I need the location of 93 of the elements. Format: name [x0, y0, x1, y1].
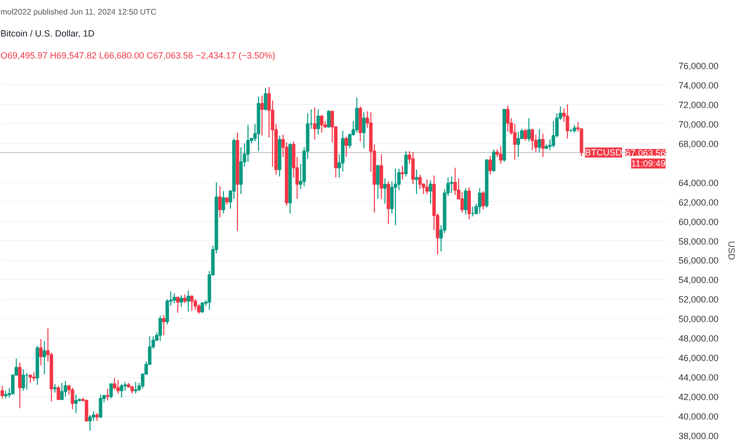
candlestick — [264, 87, 268, 111]
candlestick — [190, 294, 194, 312]
candlestick — [18, 362, 22, 409]
candlestick — [414, 169, 418, 195]
candlestick — [467, 186, 471, 220]
y-tick-label: 68,000.00 — [678, 138, 719, 149]
candlestick — [134, 381, 138, 394]
candlestick — [64, 380, 68, 398]
chart-subtitle: O69,495.97 H69,547.82 L66,680.00 C67,063.56 −2,434.17 (−3.50%) — [0, 50, 276, 60]
candlestick — [425, 178, 429, 195]
candlestick — [109, 383, 113, 399]
candlestick — [312, 106, 316, 140]
candlestick — [481, 190, 485, 210]
y-tick-label: 64,000.00 — [678, 178, 719, 188]
candlestick — [404, 150, 408, 177]
candlestick — [538, 128, 542, 153]
candlestick — [0, 385, 4, 399]
candlestick — [194, 298, 198, 310]
candlestick — [112, 378, 116, 390]
candlestick — [70, 387, 74, 410]
candlestick — [106, 388, 110, 401]
candlestick — [158, 315, 162, 342]
candlestick — [530, 128, 534, 151]
candlestick — [488, 156, 492, 176]
y-tick-label: 50,000.00 — [678, 314, 719, 324]
y-axis-title: USD — [726, 241, 737, 260]
candlestick — [506, 104, 510, 132]
y-tick-label: 58,000.00 — [678, 236, 719, 246]
candlestick — [478, 188, 482, 214]
candlestick — [355, 97, 359, 134]
candlestick — [380, 154, 384, 200]
text: mol2022 published Jun 11, 2024 12:50 UTC — [0, 8, 157, 16]
candlestick — [460, 192, 464, 214]
candlestick — [218, 186, 222, 218]
candlestick — [320, 114, 324, 134]
candlestick — [400, 165, 404, 180]
candlestick — [450, 176, 454, 194]
y-tick-label: 52,000.00 — [678, 294, 719, 305]
y-tick-label: 48,000.00 — [678, 334, 719, 344]
y-tick-label: 60,000.00 — [678, 216, 719, 227]
y-tick-label: 42,000.00 — [678, 392, 719, 402]
y-tick-label: 44,000.00 — [678, 372, 719, 383]
y-tick-label: 54,000.00 — [678, 275, 719, 286]
candlestick — [176, 296, 180, 314]
candlestick — [120, 383, 124, 398]
candlestick — [344, 136, 348, 158]
candlestick — [162, 314, 166, 336]
candlestick — [428, 180, 432, 204]
candlestick — [516, 131, 520, 158]
candlestick — [186, 290, 190, 312]
candlestick — [239, 146, 243, 195]
candlestick — [376, 164, 380, 200]
candlestick — [22, 368, 26, 392]
candlestick — [418, 174, 422, 190]
candlestick — [172, 292, 176, 304]
candlestick — [316, 108, 320, 136]
candlestick — [39, 338, 43, 366]
annotation: 11:09:49 — [631, 158, 666, 169]
candlestick — [524, 128, 528, 141]
candlestick — [492, 148, 496, 172]
y-tick-label: 62,000.00 — [678, 197, 719, 208]
candlestick — [88, 414, 92, 432]
candlestick — [453, 167, 457, 196]
y-tick-label: 46,000.00 — [678, 353, 719, 364]
candlestick — [527, 118, 531, 142]
candlestick — [260, 95, 264, 136]
candlestick — [180, 294, 184, 308]
candlestick — [383, 178, 387, 204]
candlestick — [222, 190, 226, 214]
candlestick — [541, 133, 545, 158]
candlestick — [56, 385, 60, 400]
y-tick-label: 72,000.00 — [678, 100, 719, 110]
candlestick — [394, 168, 398, 226]
candlestick — [116, 380, 120, 394]
y-tick-label: 70,000.00 — [678, 119, 719, 130]
candlestick — [327, 110, 330, 128]
y-tick-label: 74,000.00 — [678, 80, 719, 90]
candlestick — [74, 394, 78, 414]
candlestick — [362, 112, 366, 149]
candlestick — [464, 188, 468, 215]
candlestick — [42, 340, 46, 375]
annotation: BTCUSD — [585, 148, 623, 158]
chart-title: Bitcoin / U.S. Dollar, 1D — [0, 28, 96, 38]
candlestick — [566, 104, 570, 140]
y-tick-label: 38,000.00 — [678, 431, 719, 440]
candlestick — [98, 394, 102, 418]
candlestick — [200, 302, 204, 314]
y-tick-label: 56,000.00 — [678, 256, 719, 266]
y-tick-label: 76,000.00 — [678, 61, 719, 71]
y-tick-label: 40,000.00 — [678, 412, 719, 422]
candlestick — [60, 382, 64, 400]
ref-line-label: 67,063.56 — [625, 148, 666, 158]
candlestick — [499, 146, 502, 164]
